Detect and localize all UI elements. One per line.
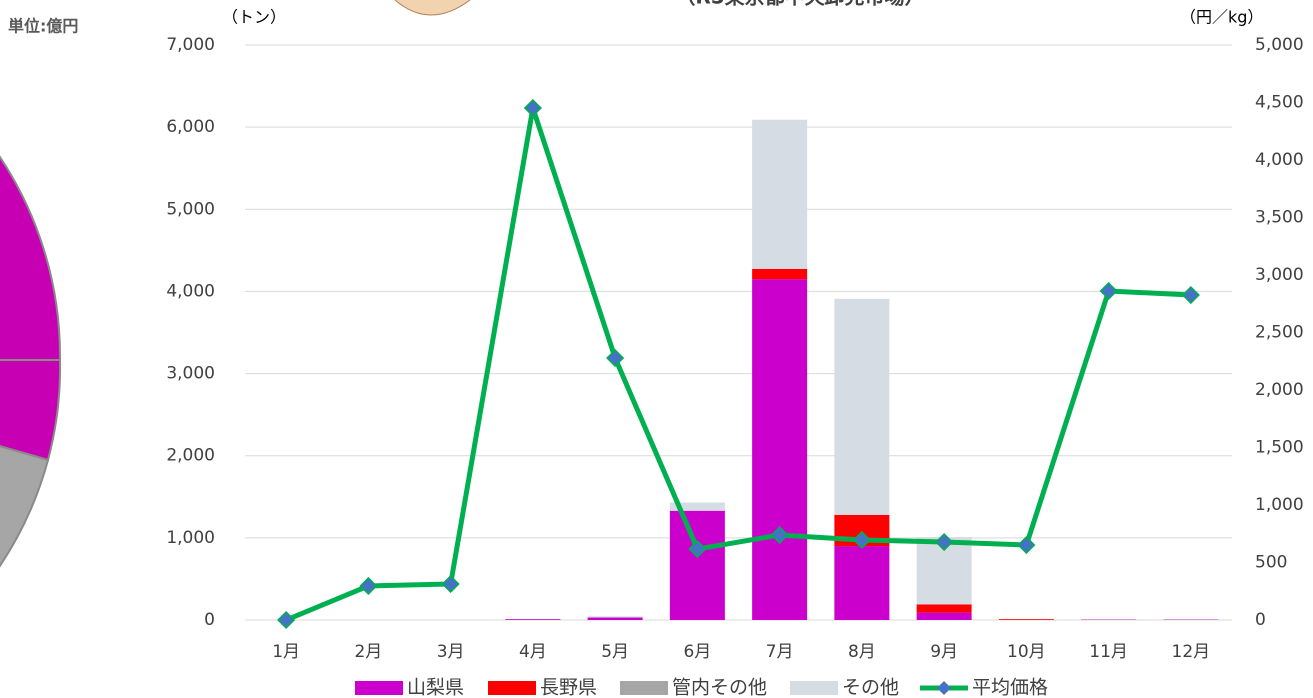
y2-tick-label: 3,000 (1255, 265, 1304, 285)
partial-pie (0, 130, 60, 580)
y2-tick-label: 1,500 (1255, 438, 1304, 458)
legend-label: 管内その他 (672, 677, 767, 698)
bar-segment (999, 619, 1054, 620)
y2-tick-label: 4,500 (1255, 93, 1304, 113)
y2-tick-label: 0 (1255, 610, 1266, 630)
y2-tick-label: 5,000 (1255, 35, 1304, 55)
y2-tick-label: 1,000 (1255, 495, 1304, 515)
y-tick-label: 3,000 (166, 364, 215, 384)
bar-segment (834, 546, 889, 620)
y2-axis-title: （円／kg） (1180, 8, 1263, 27)
price-marker (525, 100, 541, 116)
y-axis-title: （トン） (222, 8, 286, 27)
bar-segment (834, 299, 889, 515)
y-tick-label: 5,000 (166, 199, 215, 219)
legend-swatch (620, 681, 668, 695)
x-tick-label: 8月 (848, 642, 876, 662)
unit-note: 単位:億円 (8, 17, 78, 36)
price-marker (278, 612, 294, 628)
price-line (286, 108, 1191, 620)
y2-tick-label: 2,500 (1255, 323, 1304, 343)
y-tick-label: 4,000 (166, 281, 215, 301)
pie-slice (0, 130, 60, 360)
y-tick-label: 6,000 (166, 117, 215, 137)
x-tick-label: 4月 (519, 642, 547, 662)
y2-tick-label: 2,000 (1255, 380, 1304, 400)
x-tick-label: 3月 (437, 642, 465, 662)
y-tick-label: 2,000 (166, 446, 215, 466)
chart-title: （R5東京都中央卸売市場） (675, 0, 924, 9)
bar-segment (752, 269, 807, 279)
legend-label: 平均価格 (972, 677, 1048, 698)
bar-segment (752, 120, 807, 269)
legend-marker (937, 681, 951, 695)
x-tick-label: 9月 (930, 642, 958, 662)
x-tick-label: 7月 (766, 642, 794, 662)
y2-tick-label: 4,000 (1255, 150, 1304, 170)
x-tick-label: 1月 (272, 642, 300, 662)
legend-label: 長野県 (540, 677, 597, 698)
price-marker (1101, 283, 1117, 299)
price-marker (360, 578, 376, 594)
legend-label: その他 (842, 677, 899, 698)
bar-segment (588, 618, 643, 620)
legend-swatch (355, 681, 403, 695)
y2-tick-label: 500 (1255, 553, 1287, 573)
x-tick-label: 11月 (1089, 642, 1128, 662)
y2-tick-label: 3,500 (1255, 208, 1304, 228)
legend-label: 山梨県 (407, 677, 464, 698)
bar-segment (588, 616, 643, 617)
price-marker (1018, 537, 1034, 553)
price-marker (1183, 287, 1199, 303)
pie-slice (0, 360, 60, 460)
x-tick-label: 5月 (601, 642, 629, 662)
bar-segment (505, 619, 560, 620)
x-tick-label: 6月 (683, 642, 711, 662)
bar-segment (917, 604, 972, 612)
legend-swatch (790, 681, 838, 695)
price-marker (607, 350, 623, 366)
x-tick-label: 10月 (1007, 642, 1046, 662)
y-tick-label: 1,000 (166, 528, 215, 548)
x-tick-label: 12月 (1172, 642, 1211, 662)
price-marker (443, 576, 459, 592)
legend-swatch (488, 681, 536, 695)
y-tick-label: 0 (204, 610, 215, 630)
bar-segment (752, 279, 807, 620)
page: 単位:億円 （R5東京都中央卸売市場） （トン） （円／kg） 0 1,000 2,… (0, 0, 1313, 698)
bar-segment (917, 613, 972, 620)
x-tick-label: 2月 (354, 642, 382, 662)
bar-segment (670, 511, 725, 620)
y-tick-label: 7,000 (166, 35, 215, 55)
icon (395, 0, 470, 15)
